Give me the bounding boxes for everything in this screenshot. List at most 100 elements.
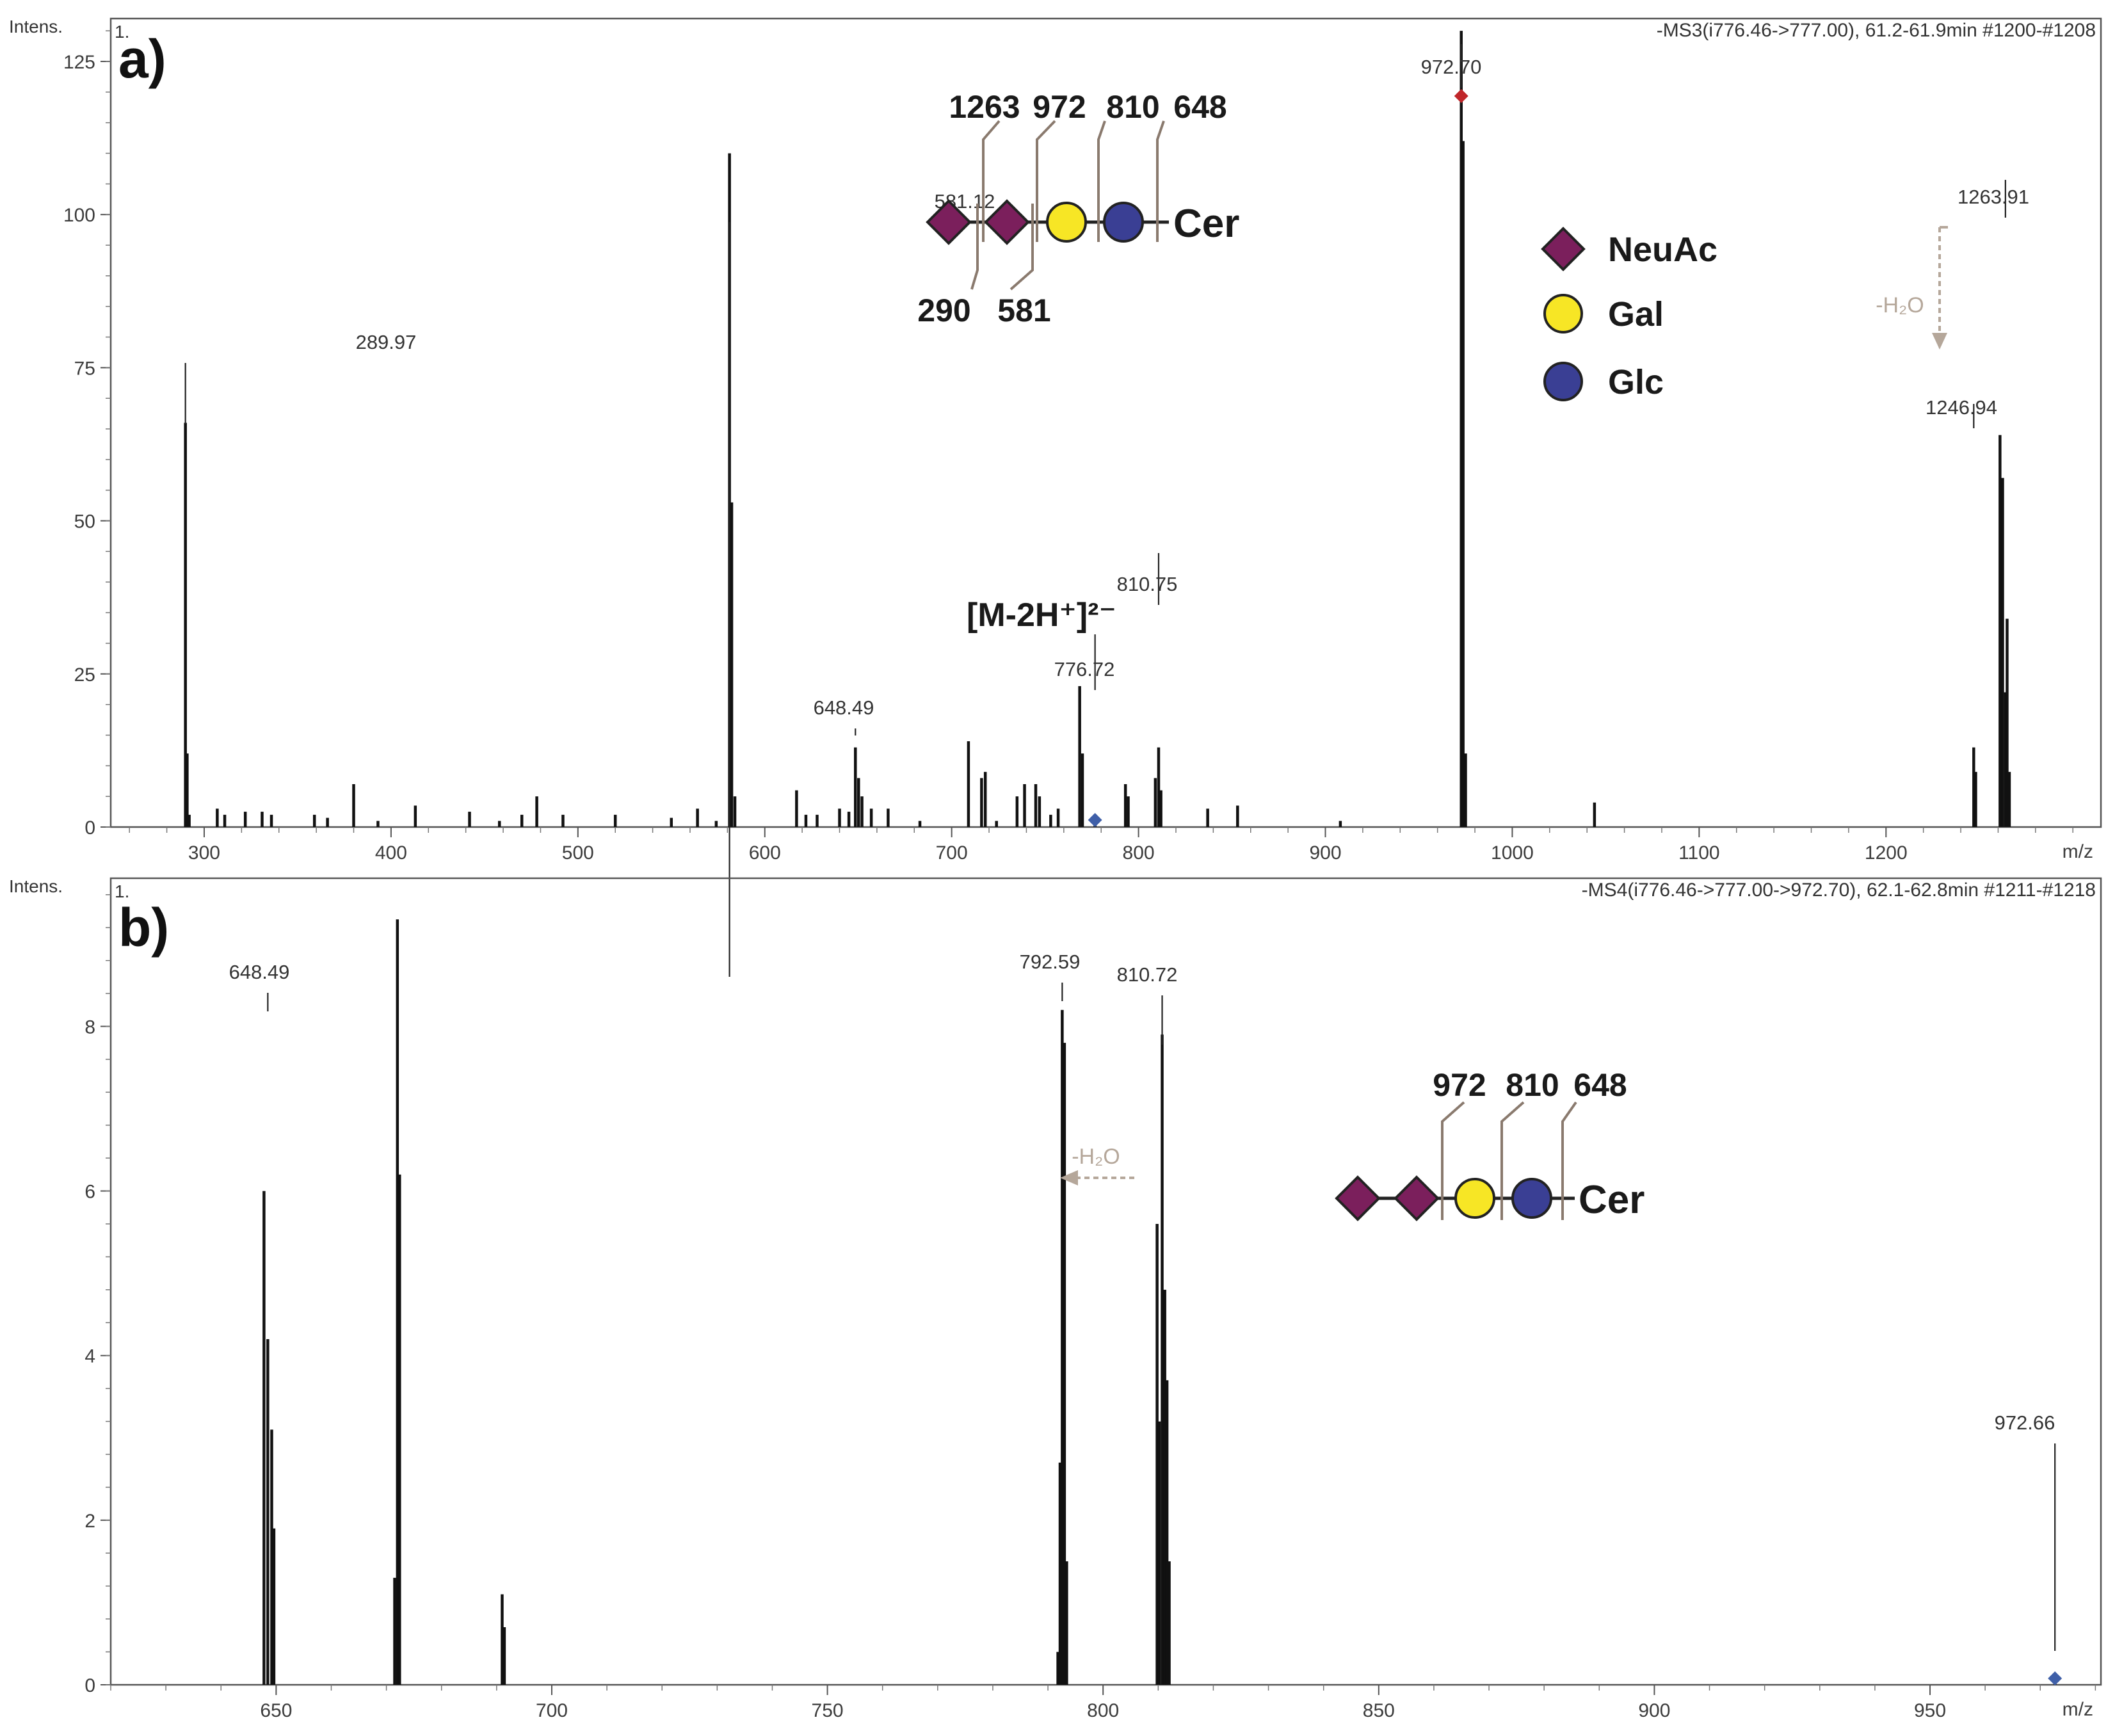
peak-group [262,919,2057,1685]
ceramide-label: Cer [1579,1178,1645,1222]
peak-label: 792.59 [1020,951,1081,973]
x-tick-label: 850 [1363,1700,1395,1721]
neuac-diamond-icon [1394,1175,1440,1221]
water-loss-arrow-icon [1932,333,1947,350]
x-tick-label: 600 [749,842,781,864]
peak-label: 810.75 [1117,573,1178,595]
x-tick-label: 650 [260,1700,292,1721]
glycan-structure: Cer 1263 972 810 648 290 581 [917,89,1239,328]
peak-label: 289.97 [356,331,417,353]
peak-label: 648.49 [229,961,290,983]
gal-circle-icon [1543,294,1583,334]
y-unit-marker: 1. [115,881,129,901]
panel-a: Intens. 1. m/z -MS3(i776.46->777.00), 61.2-… [9,17,2102,977]
x-tick-label: 950 [1914,1700,1946,1721]
legend-label: NeuAc [1608,230,1717,269]
y-tick-label: 75 [74,358,95,379]
x-tick-label: 1000 [1491,842,1534,864]
x-tick-label: 300 [188,842,220,864]
fragment-label: 648 [1573,1067,1627,1103]
y-tick-label: 8 [84,1017,95,1038]
ceramide-label: Cer [1173,202,1239,246]
panel-b-annotations: -H₂O Cer 972 810 648 [1060,1067,2063,1685]
water-loss-arrow-icon [1060,1170,1078,1185]
cleavage-mark [1156,120,1165,242]
y-tick-label: 4 [84,1346,95,1367]
water-loss-label: -H₂O [1876,293,1924,317]
x-axis-label: m/z [2063,841,2093,862]
precursor-diamond-icon [1454,89,1468,103]
panel-letter: b) [118,897,169,958]
neuac-diamond-icon [1335,1175,1381,1221]
neuac-diamond-icon [926,199,972,245]
x-tick-label: 1200 [1865,842,1908,864]
glc-circle-icon [1511,1178,1552,1219]
plot-frame [109,877,2102,1686]
cleavage-mark [1097,120,1106,242]
x-tick-label: 400 [375,842,407,864]
y-tick-label: 25 [74,664,95,686]
glycan-structure: Cer 972 810 648 [1335,1067,1645,1222]
peak-label: 648.49 [814,696,874,719]
y-axis-label: Intens. [9,17,63,36]
cleavage-mark [1009,204,1034,291]
y-tick-label: 125 [63,52,95,73]
peak-group [184,31,2011,827]
peak-label: 1246.94 [1926,396,1997,419]
y-tick-label: 2 [84,1511,95,1532]
x-tick-label: 800 [1123,842,1155,864]
y-tick-label: 0 [84,1675,95,1696]
y-tick-label: 100 [63,205,95,226]
cleavage-mark [1036,120,1056,242]
x-tick-label: 900 [1638,1700,1670,1721]
panel-a-annotations: [M-2H⁺]²⁻ -H₂O Cer 1263 972 810 648 290 581 NeuAc… [917,89,1948,827]
precursor-diamond-icon [1088,813,1102,827]
glc-circle-icon [1103,202,1144,243]
fragment-label: 972 [1433,1067,1486,1103]
y-tick-label: 6 [84,1182,95,1203]
x-tick-label: 800 [1087,1700,1119,1721]
x-tick-label: 700 [536,1700,568,1721]
plot-frame [109,17,2102,828]
peak-label: 1263.91 [1958,186,2029,208]
cleavage-mark [1441,1101,1465,1220]
x-axis-label: m/z [2063,1699,2093,1720]
legend-label: Glc [1608,363,1664,401]
x-tick-label: 700 [936,842,968,864]
gal-circle-icon [1046,202,1087,243]
precursor-diamond-icon [2048,1671,2063,1685]
peak-label: 972.66 [1995,1411,2055,1434]
spectrum-header: -MS3(i776.46->777.00), 61.2-61.9min #120… [1657,20,2096,41]
y-axis-label: Intens. [9,876,63,896]
glc-circle-icon [1543,362,1583,401]
cleavage-mark [970,204,979,290]
fragment-label: 810 [1506,1067,1559,1103]
gal-circle-icon [1454,1178,1495,1219]
cleavage-mark [1500,1101,1525,1220]
fragment-label: 1263 [949,89,1020,125]
x-tick-label: 500 [562,842,594,864]
fragment-label: 290 [917,293,970,328]
ion-label: [M-2H⁺]²⁻ [967,597,1116,634]
neuac-diamond-icon [1541,227,1586,271]
neuac-diamond-icon [984,199,1030,245]
cleavage-mark [1561,1101,1577,1220]
y-unit-marker: 1. [115,22,129,42]
x-tick-label: 1100 [1678,842,1720,864]
peak-label: 776.72 [1054,658,1115,680]
symbol-legend: NeuAc Gal Glc [1541,227,1717,401]
panel-letter: a) [118,29,166,89]
water-loss-label: -H₂O [1072,1145,1120,1169]
fragment-label: 972 [1033,89,1086,125]
peak-label: 810.72 [1117,963,1178,986]
cleavage-mark [982,120,1001,242]
fragment-label: 810 [1106,89,1159,125]
fragment-label: 648 [1173,89,1226,125]
x-tick-label: 900 [1309,842,1341,864]
y-tick-label: 0 [84,817,95,839]
panel-b: Intens. 1. m/z -MS4(i776.46->777.00->972.70… [9,876,2102,1721]
y-tick-label: 50 [74,511,95,533]
legend-label: Gal [1608,295,1664,334]
x-tick-label: 750 [812,1700,844,1721]
